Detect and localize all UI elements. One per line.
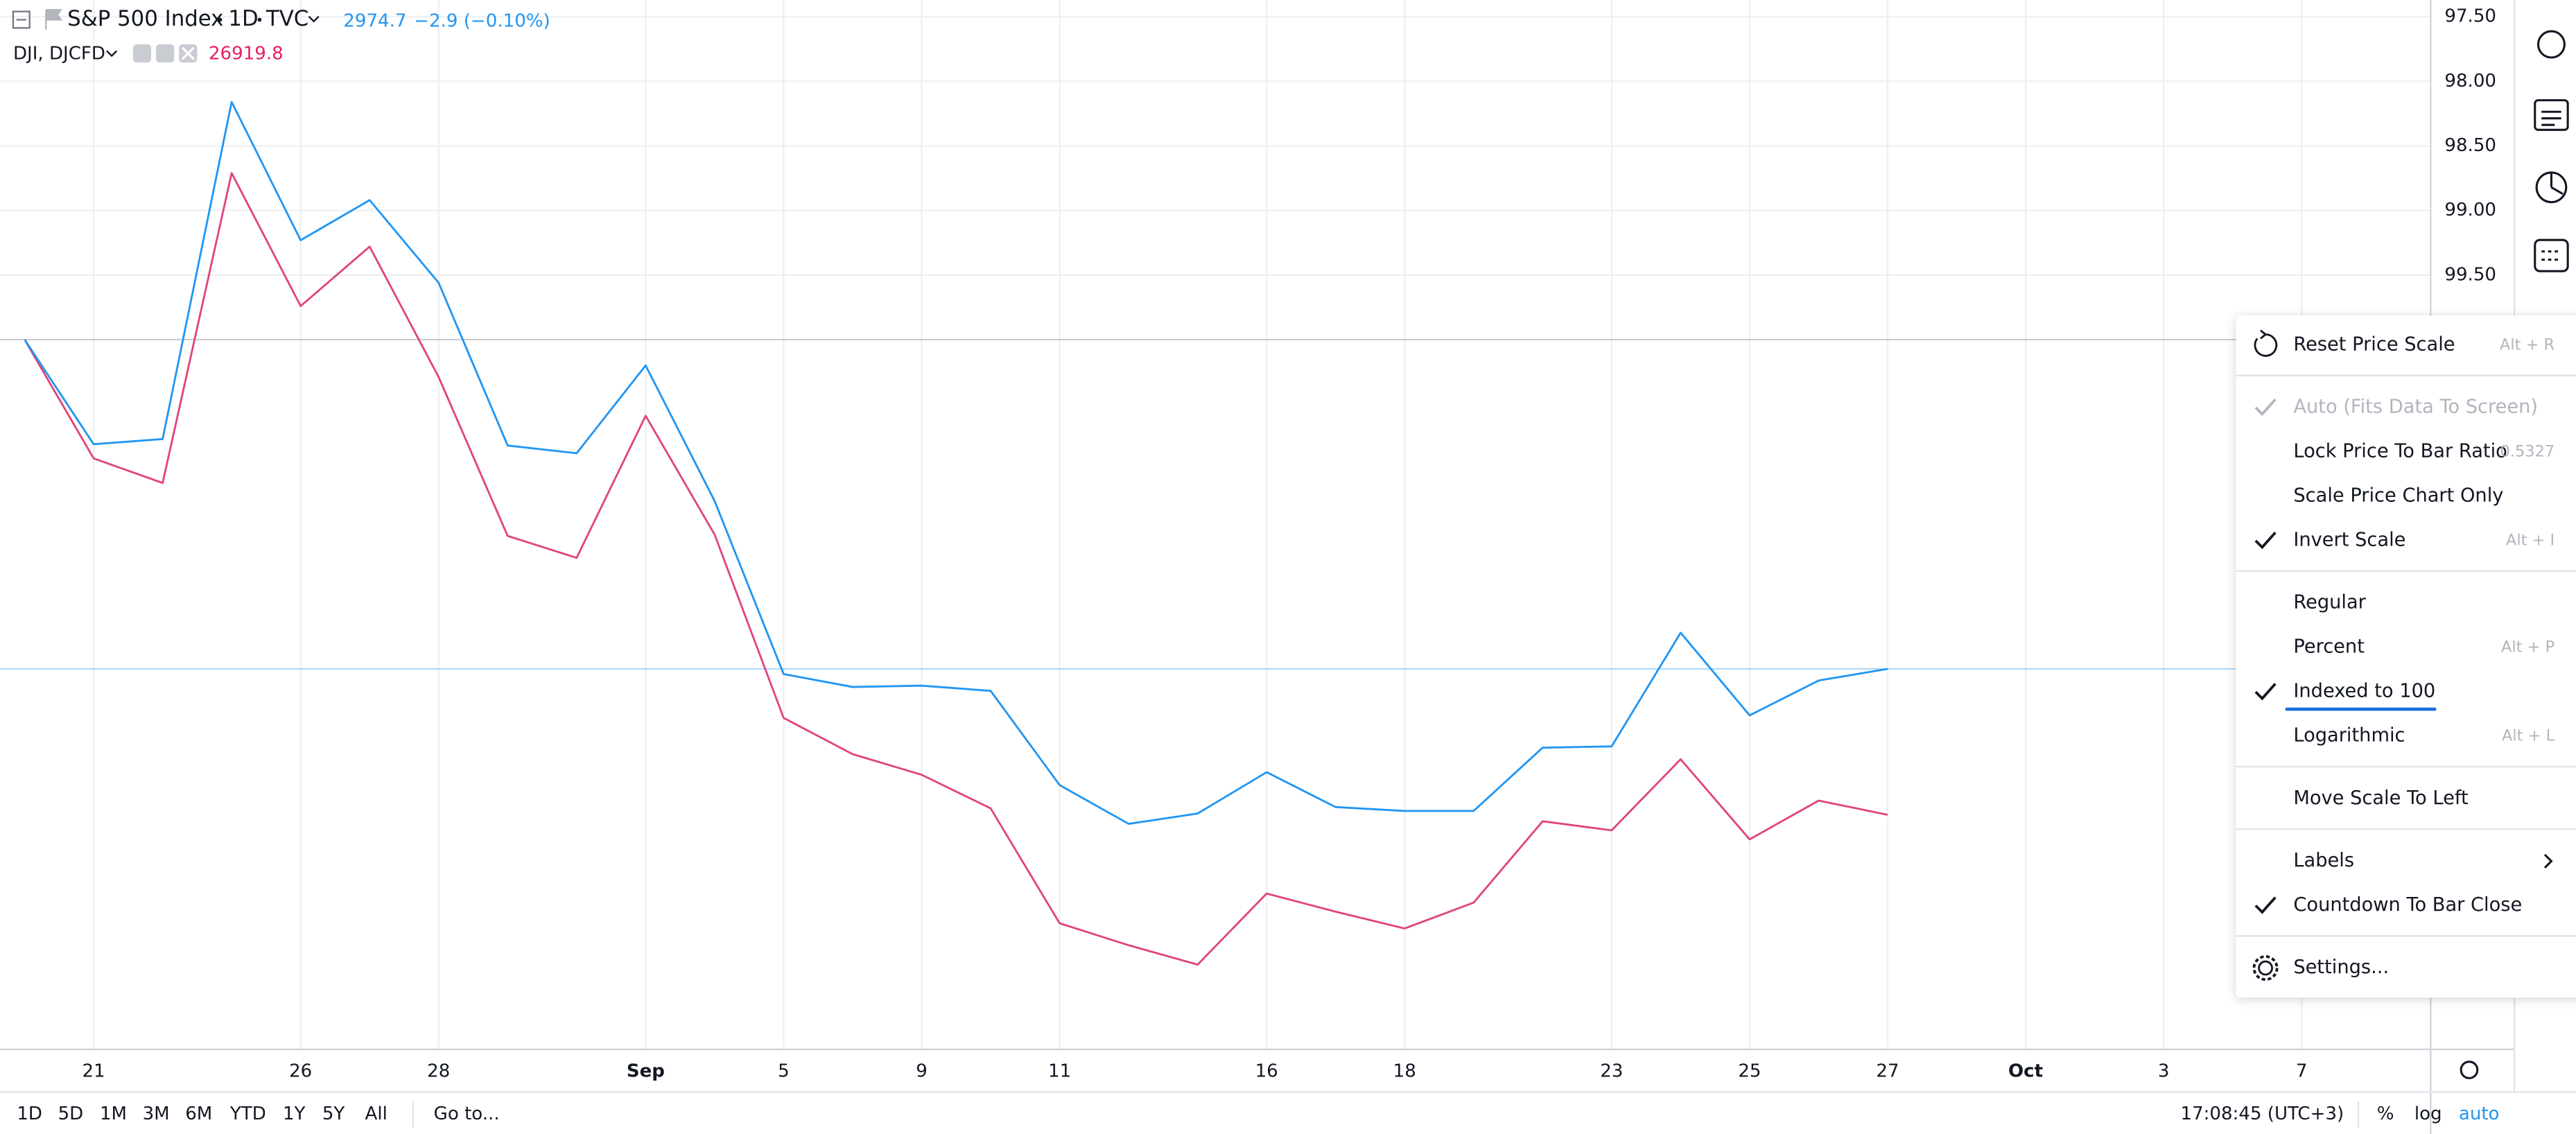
x-tick-label: 3 <box>2158 1061 2170 1081</box>
check-mark <box>2254 398 2277 417</box>
calendar-dots <box>2541 250 2561 261</box>
menu-item[interactable] <box>2236 839 2576 883</box>
menu-label: Indexed to 100 <box>2293 681 2435 702</box>
compare-symbol[interactable]: DJI, DJCFD <box>13 44 105 64</box>
menu-label: Countdown To Bar Close <box>2293 894 2522 916</box>
collapse-icon[interactable] <box>12 10 31 29</box>
menu-label: Move Scale To Left <box>2293 787 2469 809</box>
time-axis: 21 26 28 Sep 5 9 11 16 18 23 25 27 Oct 3 7 <box>82 1061 2308 1081</box>
x-tick-label: 5 <box>778 1061 790 1081</box>
menu-shortcut: Alt + R <box>2500 335 2555 354</box>
eye-icon[interactable] <box>132 44 152 63</box>
y-tick-label: 99.50 <box>2444 264 2496 285</box>
symbol-name[interactable]: S&P 500 Index <box>67 6 223 31</box>
menu-shortcut: Alt + P <box>2501 638 2555 656</box>
range-button[interactable]: 1M <box>100 1104 127 1124</box>
x-tick-label: 26 <box>289 1061 312 1081</box>
compare-last: 26919.8 <box>209 44 284 64</box>
menu-panel <box>2236 315 2576 998</box>
price-axis: 97.50 98.00 98.50 99.00 99.50 <box>2444 6 2496 286</box>
clock[interactable]: 17:08:45 (UTC+3) <box>2180 1104 2344 1124</box>
price-change: −2.9 (−0.10%) <box>414 10 550 31</box>
separator-dot <box>218 17 223 22</box>
context-menu: Reset Price Scale Alt + R Auto (Fits Data … <box>2236 315 2576 998</box>
settings-icon[interactable] <box>156 44 175 63</box>
x-tick-label: 28 <box>427 1061 450 1081</box>
separator-dot <box>257 17 262 22</box>
check-mark <box>2254 683 2277 701</box>
submenu-arrow <box>2543 853 2553 869</box>
range-button[interactable]: 3M <box>143 1104 170 1124</box>
check-mark <box>2254 896 2277 914</box>
x-tick-label: 21 <box>82 1061 105 1081</box>
menu-label: Auto (Fits Data To Screen) <box>2293 396 2538 418</box>
menu-label: Regular <box>2293 592 2366 613</box>
goto-button[interactable]: Go to... <box>434 1104 500 1124</box>
menu-shortcut: Alt + I <box>2506 532 2555 550</box>
menu-shortcut: 0.5327 <box>2500 443 2555 461</box>
settings-gear[interactable] <box>2460 1061 2479 1079</box>
range-button[interactable]: 1D <box>17 1104 42 1124</box>
exchange: TVC <box>266 6 308 31</box>
menu-label: Logarithmic <box>2293 725 2405 747</box>
y-tick-label: 99.00 <box>2444 200 2496 220</box>
menu-item[interactable] <box>2236 581 2576 625</box>
hotlist-hand <box>2550 172 2564 195</box>
menu-label: Scale Price Chart Only <box>2293 485 2503 507</box>
menu-label: Labels <box>2293 850 2354 871</box>
legend-header: S&P 500 Index 1D TVC 2974.7 −2.9 (−0.10%… <box>12 6 550 64</box>
settings-icon <box>2258 960 2273 976</box>
menu-label: Reset Price Scale <box>2293 333 2455 355</box>
menu-label: Lock Price To Bar Ratio <box>2293 441 2507 462</box>
remove-cross <box>181 46 195 60</box>
series-line <box>24 172 1888 966</box>
menu-label: Settings... <box>2293 957 2389 978</box>
x-tick-label: 18 <box>1393 1061 1416 1081</box>
plot-area <box>0 0 2430 1049</box>
y-tick-label: 97.50 <box>2444 6 2496 27</box>
x-tick-label: 25 <box>1738 1061 1761 1081</box>
x-tick-label: 27 <box>1876 1061 1899 1081</box>
range-button[interactable]: 1Y <box>283 1104 306 1124</box>
x-tick-label: 11 <box>1048 1061 1071 1081</box>
y-tick-label: 98.50 <box>2444 135 2496 156</box>
range-button[interactable]: 5D <box>58 1104 84 1124</box>
menu-shortcut: Alt + L <box>2502 727 2555 745</box>
watchlist-lines <box>2541 110 2561 126</box>
percent-toggle[interactable]: % <box>2377 1104 2394 1124</box>
menu-label: Percent <box>2293 636 2365 658</box>
auto-toggle[interactable]: auto <box>2459 1104 2500 1124</box>
calendar-icon[interactable] <box>2534 238 2569 272</box>
flag-icon[interactable] <box>45 9 62 30</box>
x-tick-label: 23 <box>1600 1061 1623 1081</box>
menu-label: Invert Scale <box>2293 530 2405 551</box>
range-button[interactable]: YTD <box>229 1104 266 1124</box>
check-mark <box>2254 531 2277 550</box>
last-price: 2974.7 <box>343 10 406 31</box>
reset-icon <box>2254 329 2278 357</box>
x-tick-label: Sep <box>627 1061 665 1081</box>
alarm-icon[interactable] <box>2536 30 2566 59</box>
x-tick-label: Oct <box>2008 1061 2043 1081</box>
x-tick-label: 7 <box>2296 1061 2308 1081</box>
chevron[interactable] <box>106 50 118 58</box>
bottom-toolbar: Go to... 17:08:45 (UTC+3) % log auto 1D 5… <box>17 1101 2499 1128</box>
settings-icon-teeth <box>2252 955 2279 982</box>
y-tick-label: 98.00 <box>2444 71 2496 91</box>
x-tick-label: 16 <box>1255 1061 1278 1081</box>
series-line <box>24 101 1888 825</box>
range-button[interactable]: All <box>365 1104 388 1124</box>
x-tick-label: 9 <box>916 1061 928 1081</box>
log-toggle[interactable]: log <box>2414 1104 2442 1124</box>
interval: 1D <box>228 6 258 31</box>
watchlist-icon[interactable] <box>2534 99 2569 131</box>
range-button[interactable]: 5Y <box>322 1104 345 1124</box>
right-toolbar <box>2460 30 2569 1079</box>
range-button[interactable]: 6M <box>185 1104 212 1124</box>
chevron[interactable] <box>308 15 320 23</box>
menu-item[interactable] <box>2236 946 2576 991</box>
